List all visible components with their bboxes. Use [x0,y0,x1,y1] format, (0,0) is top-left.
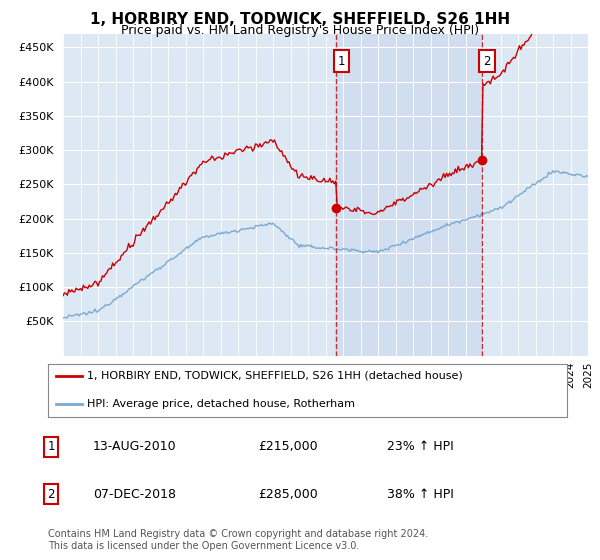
Text: 38% ↑ HPI: 38% ↑ HPI [387,488,454,501]
Text: 1, HORBIRY END, TODWICK, SHEFFIELD, S26 1HH (detached house): 1, HORBIRY END, TODWICK, SHEFFIELD, S26 … [87,371,463,381]
Text: 1: 1 [47,440,55,453]
Text: 23% ↑ HPI: 23% ↑ HPI [387,440,454,453]
Text: Price paid vs. HM Land Registry's House Price Index (HPI): Price paid vs. HM Land Registry's House … [121,24,479,36]
Text: 2: 2 [47,488,55,501]
Text: 07-DEC-2018: 07-DEC-2018 [93,488,176,501]
Text: 13-AUG-2010: 13-AUG-2010 [93,440,176,453]
Text: £285,000: £285,000 [258,488,318,501]
Text: £215,000: £215,000 [258,440,317,453]
Text: 1, HORBIRY END, TODWICK, SHEFFIELD, S26 1HH: 1, HORBIRY END, TODWICK, SHEFFIELD, S26 … [90,12,510,27]
Text: 1: 1 [338,54,346,68]
Bar [337,34,482,356]
Text: HPI: Average price, detached house, Rotherham: HPI: Average price, detached house, Roth… [87,399,355,409]
Text: Contains HM Land Registry data © Crown copyright and database right 2024.
This d: Contains HM Land Registry data © Crown c… [48,529,428,551]
Text: 2: 2 [483,54,491,68]
